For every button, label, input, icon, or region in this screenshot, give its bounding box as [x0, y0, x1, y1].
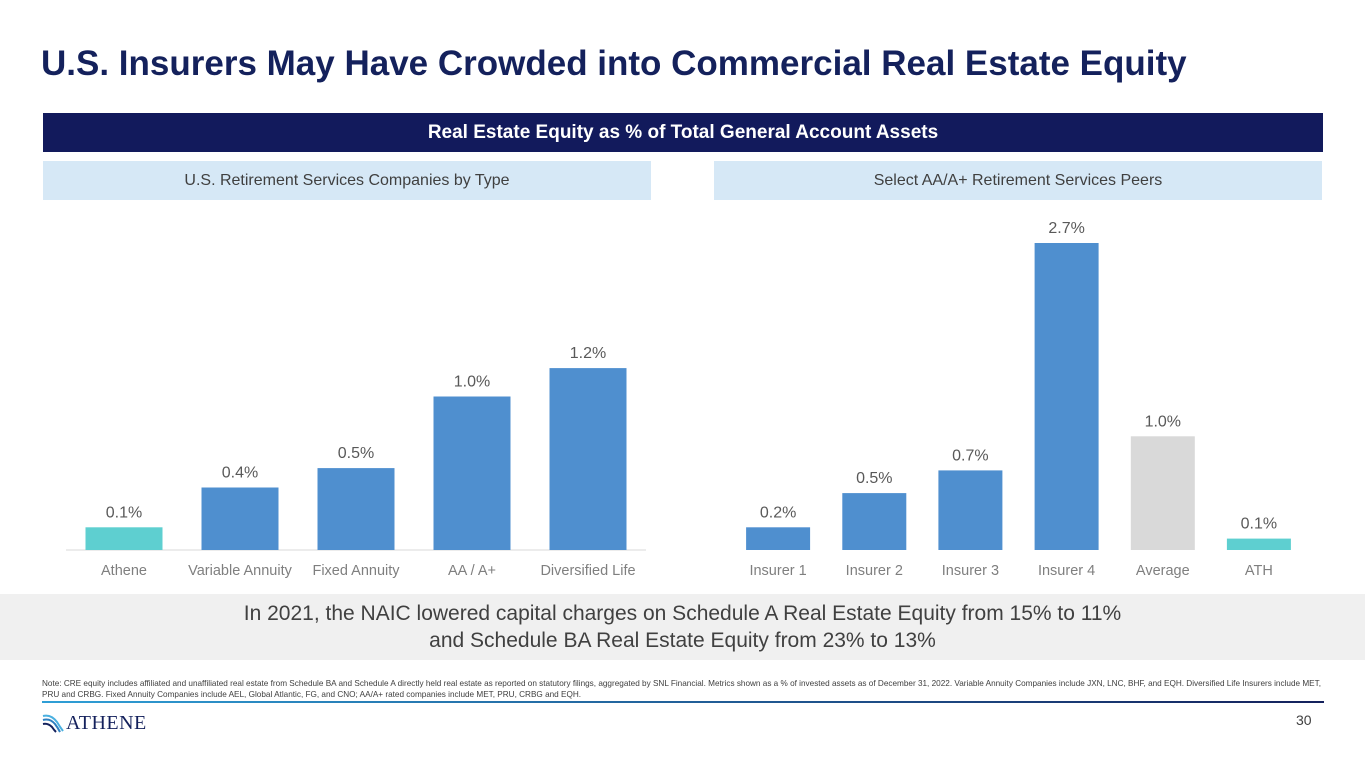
chart1-category-label-3: Fixed Annuity [312, 563, 400, 579]
naic-callout: In 2021, the NAIC lowered capital charge… [0, 594, 1365, 660]
chart1-value-label-3: 0.5% [338, 445, 374, 462]
chart2-bar-2 [842, 493, 907, 550]
left-chart-title: U.S. Retirement Services Companies by Ty… [43, 161, 651, 200]
footer-divider [42, 701, 1324, 703]
chart2-category-label-3: Insurer 3 [942, 563, 999, 579]
athene-logo: ATHENE [42, 711, 147, 735]
footnote: Note: CRE equity includes affiliated and… [42, 679, 1321, 699]
chart2-bar-4 [1034, 243, 1099, 550]
chart1-bar-1 [85, 527, 163, 550]
chart1-value-label-2: 0.4% [222, 465, 258, 482]
chart1-category-label-2: Variable Annuity [188, 563, 292, 579]
callout-line-2: and Schedule BA Real Estate Equity from … [429, 629, 936, 652]
chart2-category-label-6: ATH [1245, 563, 1273, 579]
chart2-value-label-1: 0.2% [760, 504, 796, 521]
chart2-bar-5 [1130, 436, 1195, 550]
chart1-category-label-5: Diversified Life [540, 563, 635, 579]
right-chart-title: Select AA/A+ Retirement Services Peers [714, 161, 1322, 200]
logo-text: ATHENE [66, 711, 147, 734]
chart2-bar-6 [1226, 538, 1291, 550]
page-title: U.S. Insurers May Have Crowded into Comm… [41, 44, 1187, 83]
chart-banner: Real Estate Equity as % of Total General… [43, 113, 1323, 152]
chart1-value-label-1: 0.1% [106, 504, 142, 521]
callout-line-1: In 2021, the NAIC lowered capital charge… [243, 602, 1122, 625]
athene-wave-icon [42, 714, 64, 733]
chart1-bar-4 [433, 396, 511, 550]
chart2-category-label-2: Insurer 2 [846, 563, 903, 579]
chart1-bar-3 [317, 468, 395, 550]
chart2-category-label-5: Average [1136, 563, 1190, 579]
chart2-category-label-4: Insurer 4 [1038, 563, 1095, 579]
bar-charts: 0.1% Athene 0.4% Variable Annuity 0.5% Fixed … [66, 220, 1291, 579]
chart2-bar-3 [938, 470, 1003, 550]
chart2-bar-1 [746, 527, 811, 550]
chart2-value-label-4: 2.7% [1048, 220, 1084, 237]
chart2-value-label-3: 0.7% [952, 447, 988, 464]
chart1-value-label-4: 1.0% [454, 374, 490, 391]
chart2-value-label-6: 0.1% [1241, 516, 1277, 533]
chart1-category-label-1: Athene [101, 563, 147, 579]
chart2-value-label-2: 0.5% [856, 470, 892, 487]
chart1-value-label-5: 1.2% [570, 345, 606, 362]
chart2-category-label-1: Insurer 1 [749, 563, 806, 579]
chart1-category-label-4: AA / A+ [448, 563, 496, 579]
chart1-bar-5 [549, 368, 627, 550]
page-number: 30 [1296, 712, 1312, 728]
chart1-bar-2 [201, 487, 279, 550]
chart2-value-label-5: 1.0% [1145, 413, 1181, 430]
